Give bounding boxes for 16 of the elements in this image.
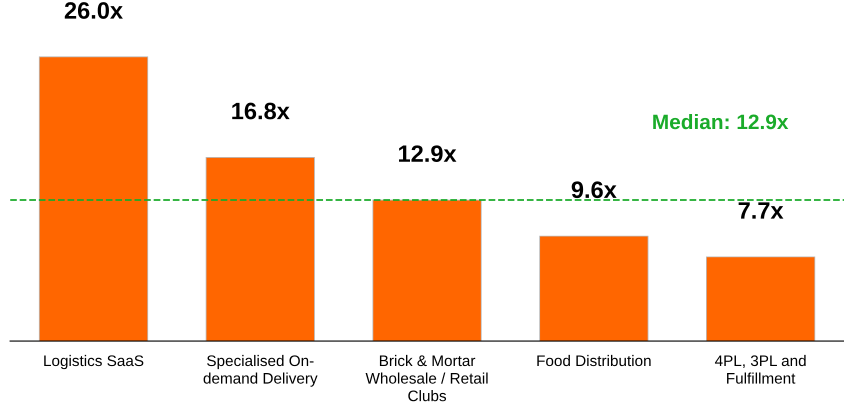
data-label: 26.0x — [64, 2, 123, 19]
ref-line-label: Median: 12.9x — [653, 114, 788, 130]
data-label: 16.8x — [232, 102, 290, 120]
bar — [372, 200, 482, 342]
data-label: 7.7x — [738, 202, 784, 219]
bar — [38, 56, 148, 342]
bar — [539, 236, 648, 342]
bar — [706, 256, 816, 342]
x-tick-label: Specialised On- demand Delivery — [204, 354, 318, 387]
x-tick-label: 4PL, 3PL and Fulfillment — [714, 354, 806, 384]
x-tick-label: Brick & Mortar Wholesale / Retail Clubs — [366, 354, 488, 402]
x-tick-label: Food Distribution — [537, 354, 651, 366]
bar — [206, 156, 315, 342]
data-label: 9.6x — [572, 181, 617, 198]
data-label: 12.9x — [399, 145, 456, 162]
x-tick-label: Logistics SaaS — [44, 354, 144, 370]
